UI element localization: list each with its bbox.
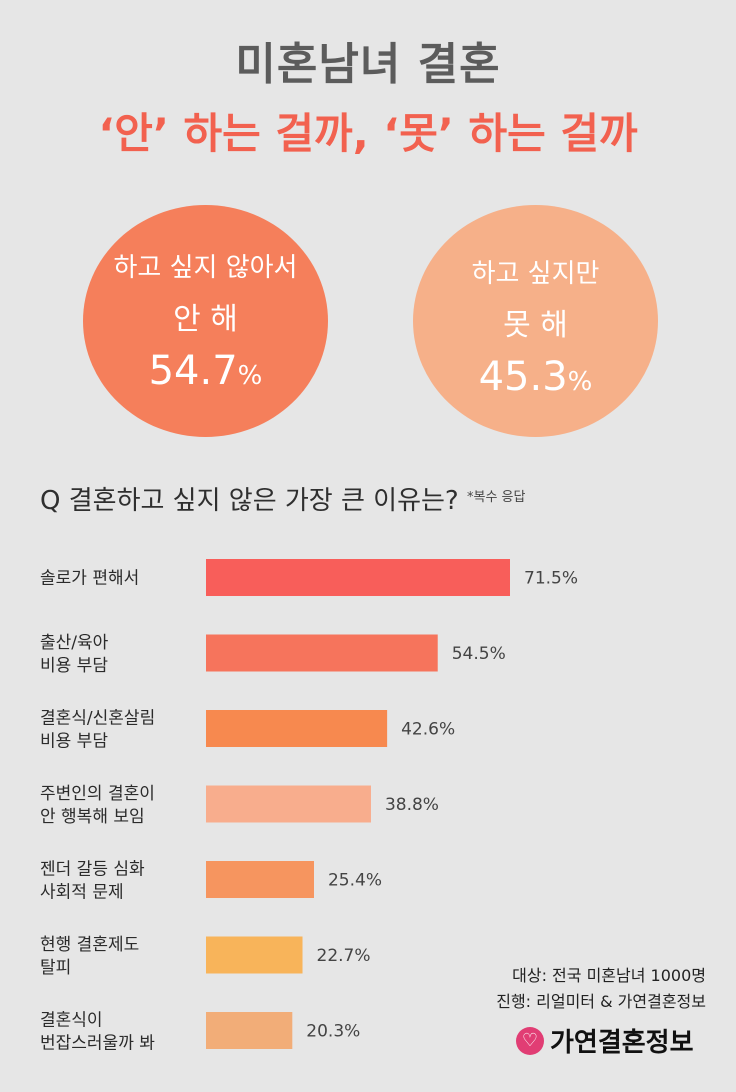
category-label: 솔로가 편해서	[40, 569, 139, 589]
circle-percent-number: 54.7	[148, 348, 238, 394]
circle-label: 하고 싶지만	[471, 259, 600, 289]
category-label: 주변인의 결혼이	[40, 784, 155, 804]
stat-circle-dont-want: 하고 싶지 않아서 안 해 54.7%	[83, 205, 328, 437]
category-label: 비용 부담	[40, 732, 108, 752]
bar	[206, 1012, 293, 1049]
category-label: 현행 결혼제도	[40, 935, 139, 955]
circle-percent: 54.7%	[83, 348, 328, 394]
category-label: 출산/육아	[40, 633, 109, 653]
bar	[206, 559, 510, 596]
logo-icon: ♡	[516, 1026, 544, 1055]
category-label: 사회적 문제	[40, 883, 124, 903]
circle-percent-sign: %	[237, 361, 263, 391]
category-label: 결혼식이	[40, 1011, 103, 1031]
question-text: Q 결혼하고 싶지 않은 가장 큰 이유는?	[40, 486, 459, 516]
category-label: 번잡스러울까 봐	[40, 1034, 155, 1054]
logo-text: 가연결혼정보	[550, 1028, 694, 1058]
page-title: 미혼남녀 결혼	[235, 39, 501, 90]
value-label: 38.8%	[385, 795, 439, 815]
bar	[206, 710, 388, 747]
page-subtitle: ‘안’ 하는 걸까, ‘못’ 하는 걸까	[98, 109, 638, 158]
value-label: 42.6%	[401, 720, 455, 740]
bar	[206, 785, 371, 823]
value-label: 71.5%	[524, 569, 578, 589]
value-label: 54.5%	[452, 644, 506, 664]
value-label: 20.3%	[306, 1022, 360, 1042]
brand-logo: ♡ 가연결혼정보	[516, 1022, 694, 1059]
survey-target: 대상: 전국 미혼남녀 1000명	[512, 966, 706, 985]
circle-label-main: 안 해	[173, 302, 238, 337]
bar	[206, 634, 438, 672]
circle-label: 하고 싶지 않아서	[113, 253, 298, 283]
stat-circle-cant: 하고 싶지만 못 해 45.3%	[413, 205, 658, 437]
category-label: 안 행복해 보임	[40, 807, 145, 827]
category-label: 비용 부담	[40, 656, 108, 676]
survey-conductor: 진행: 리얼미터 & 가연결혼정보	[496, 992, 706, 1011]
chart-question: Q 결혼하고 싶지 않은 가장 큰 이유는? *복수 응답	[40, 480, 525, 517]
bar	[206, 936, 303, 974]
category-label: 결혼식/신혼살림	[40, 709, 155, 729]
circle-percent-number: 45.3	[478, 354, 568, 400]
category-label: 탈피	[40, 958, 71, 978]
value-label: 25.4%	[328, 871, 382, 891]
circle-percent-sign: %	[567, 367, 593, 397]
bar	[206, 861, 314, 898]
circle-percent: 45.3%	[413, 354, 658, 400]
question-note: *복수 응답	[467, 490, 526, 505]
value-label: 22.7%	[317, 946, 371, 966]
category-label: 젠더 갈등 심화	[40, 860, 145, 880]
circle-label-main: 못 해	[503, 308, 568, 343]
